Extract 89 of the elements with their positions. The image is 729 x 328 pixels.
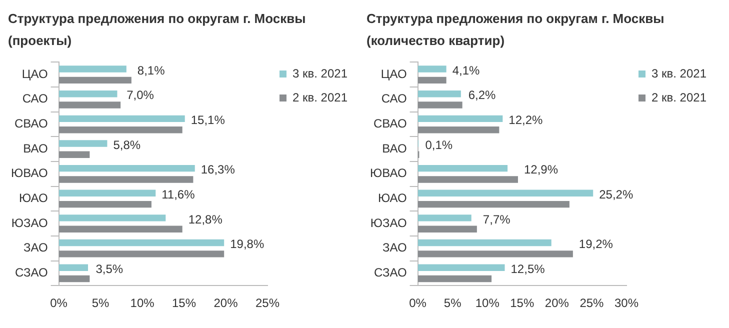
bar xyxy=(417,66,446,72)
x-tick-label: 25% xyxy=(579,296,604,310)
x-tick-label: 0% xyxy=(50,296,68,310)
bar xyxy=(58,66,126,72)
y-tick-label: ЗАО xyxy=(23,240,48,255)
y-tick-label: САО xyxy=(380,92,406,106)
bar xyxy=(417,176,518,183)
y-tick-label: САО xyxy=(22,92,48,106)
x-tick-label: 25% xyxy=(255,296,280,310)
x-tick-label: 10% xyxy=(130,296,155,310)
data-label: 19,2% xyxy=(578,237,613,252)
legend-label: 2 кв. 2021 xyxy=(292,90,348,104)
y-tick-label: ЮАО xyxy=(18,191,48,206)
x-tick-label: 0% xyxy=(408,296,426,310)
y-tick-label: ЗАО xyxy=(382,240,406,255)
bar xyxy=(58,250,224,258)
bar xyxy=(58,275,90,282)
y-tick-label: ЦАО xyxy=(380,66,406,81)
data-label: 5,8% xyxy=(113,138,141,152)
y-tick-label: ВАО xyxy=(382,141,406,156)
chart-title: Структура предложения по округам г. Москвы (количество квартир) xyxy=(366,10,666,50)
data-label: 12,8% xyxy=(188,212,223,226)
data-label: 3,5% xyxy=(96,262,124,276)
y-tick-label: СЗАО xyxy=(14,266,48,280)
y-tick-label: ЮВАО xyxy=(10,166,48,180)
bar xyxy=(58,264,88,271)
bar xyxy=(417,76,446,84)
data-label: 25,2% xyxy=(598,187,633,202)
data-label: 12,5% xyxy=(510,262,545,276)
data-label: 19,8% xyxy=(230,237,264,252)
data-label: 16,3% xyxy=(200,162,236,177)
y-tick-label: СВАО xyxy=(14,116,48,131)
bar xyxy=(417,126,499,134)
bar xyxy=(58,140,108,147)
legend-label: 3 кв. 2021 xyxy=(292,66,348,80)
bar xyxy=(417,239,551,246)
bar xyxy=(417,264,504,271)
bar xyxy=(417,250,572,258)
data-label: 0,1% xyxy=(424,138,452,152)
data-label: 15,1% xyxy=(190,112,226,127)
bar xyxy=(58,226,182,232)
bar xyxy=(58,76,132,84)
data-label: 12,2% xyxy=(508,112,543,127)
bar xyxy=(58,126,182,134)
x-tick-label: 15% xyxy=(172,296,196,310)
bar xyxy=(58,239,224,246)
y-tick-label: СВАО xyxy=(372,116,406,131)
bar xyxy=(58,190,156,196)
x-tick-label: 15% xyxy=(510,296,534,310)
y-tick-label: ВАО xyxy=(23,141,48,156)
bar xyxy=(417,115,502,122)
bar xyxy=(58,151,90,158)
bar xyxy=(58,214,166,222)
data-label: 7,0% xyxy=(126,88,154,102)
bar xyxy=(58,164,195,172)
bar xyxy=(417,190,593,196)
data-label: 6,2% xyxy=(468,88,496,102)
y-tick-label: ЮВАО xyxy=(369,166,406,180)
y-tick-label: ЮЗАО xyxy=(370,216,406,230)
chart-title: Структура предложения по округам г. Москвы (проекты) xyxy=(8,10,307,50)
bar xyxy=(58,115,185,122)
bar xyxy=(58,102,121,108)
data-label: 12,9% xyxy=(523,162,558,177)
x-tick-label: 5% xyxy=(443,296,462,310)
bar xyxy=(58,200,152,208)
bar xyxy=(417,164,508,172)
y-tick-label: СЗАО xyxy=(373,266,406,280)
bar xyxy=(417,90,460,98)
data-label: 8,1% xyxy=(137,63,166,78)
bar xyxy=(417,214,471,222)
legend-label: 2 кв. 2021 xyxy=(651,90,706,104)
bar xyxy=(58,176,194,183)
x-tick-label: 20% xyxy=(544,296,569,310)
data-label: 11,6% xyxy=(162,187,196,202)
y-tick-label: ЮЗАО xyxy=(11,216,48,230)
data-label: 7,7% xyxy=(482,212,510,226)
bar xyxy=(417,275,492,282)
x-tick-label: 10% xyxy=(474,296,500,310)
x-tick-label: 20% xyxy=(214,296,238,310)
y-tick-label: ЦАО xyxy=(22,66,48,81)
x-tick-label: 30% xyxy=(614,296,638,310)
data-label: 4,1% xyxy=(452,63,480,78)
legend-label: 3 кв. 2021 xyxy=(651,66,706,80)
y-tick-label: ЮАО xyxy=(377,191,406,206)
bar xyxy=(417,200,569,208)
bar xyxy=(58,90,118,98)
x-tick-label: 5% xyxy=(92,296,110,310)
bar xyxy=(417,102,462,108)
bar xyxy=(417,226,476,232)
